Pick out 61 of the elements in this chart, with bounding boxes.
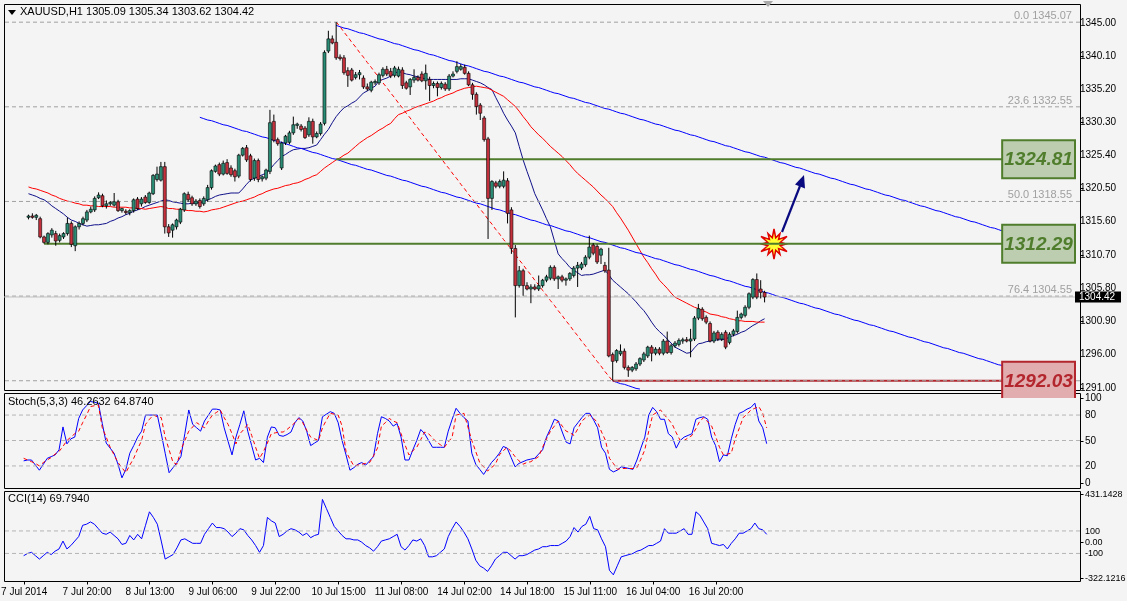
ref-line-label: 76.4 1304.55 xyxy=(1007,283,1072,296)
x-tick-label: 7 Jul 2014 xyxy=(1,585,48,597)
chart-title: Stoch(5,3,3) 46.2632 64.8740 xyxy=(8,395,154,407)
candlestick xyxy=(73,224,78,252)
candlestick xyxy=(599,247,603,265)
y-tick-label: -322.1216 xyxy=(1085,573,1126,584)
y-tick-label: 20 xyxy=(1085,459,1097,471)
candlestick xyxy=(529,283,533,304)
y-tick-label: 0 xyxy=(1085,476,1091,488)
candlestick xyxy=(69,220,74,248)
y-tick-label: 1305.80 xyxy=(1080,281,1117,293)
y-tick-label: 100 xyxy=(1085,392,1103,404)
x-tick-label: 9 Jul 06:00 xyxy=(188,585,238,597)
candlestick xyxy=(334,21,338,61)
ref-line-label: 1304.42 xyxy=(1079,290,1116,302)
line-series xyxy=(335,24,1003,232)
series-label: 1292.03 xyxy=(1004,369,1074,391)
y-tick-label: 80 xyxy=(1085,409,1097,421)
line-series xyxy=(27,70,766,354)
y-tick-label: 1345.00 xyxy=(1080,16,1117,28)
y-tick-label: -100 xyxy=(1085,548,1104,559)
candlestick xyxy=(455,60,459,74)
x-tick-label: 8 Jul 13:00 xyxy=(125,585,175,597)
chart-title: CCI(14) 69.7940 xyxy=(8,491,90,504)
y-tick-label: 50 xyxy=(1085,434,1097,446)
x-tick-label: 10 Jul 15:00 xyxy=(311,585,367,597)
chart-title: XAUUSD,H1 1305.09 1305.34 1303.62 1304.42 xyxy=(20,5,255,17)
line-series xyxy=(612,380,641,390)
candlestick xyxy=(595,243,599,265)
candlestick xyxy=(307,116,311,138)
x-tick-label: 9 Jul 22:00 xyxy=(251,585,301,597)
candlestick xyxy=(521,268,525,297)
y-tick-label: 431.1428 xyxy=(1085,488,1123,499)
y-tick-label: 1325.40 xyxy=(1080,149,1117,161)
x-tick-label: 11 Jul 08:00 xyxy=(374,585,429,597)
line-series xyxy=(199,116,1003,366)
y-tick-label: 1300.90 xyxy=(1080,314,1117,326)
y-tick-label: 1335.20 xyxy=(1080,82,1117,94)
y-tick-label: 1315.60 xyxy=(1080,215,1117,227)
ref-line-label: 0.0 1345.07 xyxy=(1013,9,1072,22)
series-label: 1312.29 xyxy=(1004,232,1074,254)
y-tick-label: 1340.10 xyxy=(1080,49,1117,61)
series-label: 1324.81 xyxy=(1004,148,1073,170)
ref-line-label: 50.0 1318.55 xyxy=(1007,188,1072,201)
x-tick-label: 16 Jul 20:00 xyxy=(688,585,744,597)
candlestick xyxy=(310,118,315,145)
y-tick-label: 100 xyxy=(1085,525,1101,536)
candlestick xyxy=(755,272,759,300)
x-tick-label: 14 Jul 18:00 xyxy=(500,585,556,597)
ref-line-label: 23.6 1332.55 xyxy=(1007,93,1072,106)
x-tick-label: 7 Jul 20:00 xyxy=(62,585,112,597)
y-tick-label: 0.00 xyxy=(1085,537,1103,548)
y-tick-label: 1310.70 xyxy=(1080,248,1117,260)
y-tick-label: 1296.00 xyxy=(1080,347,1117,359)
y-tick-label: 1330.30 xyxy=(1080,116,1117,128)
y-tick-label: 1320.50 xyxy=(1080,182,1117,194)
x-tick-label: 14 Jul 02:00 xyxy=(437,585,493,597)
candlestick xyxy=(758,279,763,299)
candlestick xyxy=(252,158,257,182)
x-tick-label: 15 Jul 11:00 xyxy=(563,585,618,597)
x-tick-label: 16 Jul 04:00 xyxy=(625,585,681,597)
